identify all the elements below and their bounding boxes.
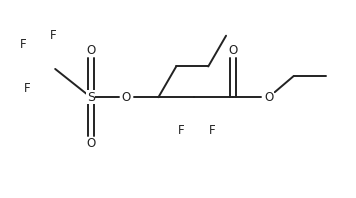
Text: F: F bbox=[23, 82, 30, 95]
Text: F: F bbox=[50, 29, 57, 42]
Text: F: F bbox=[20, 38, 26, 51]
Text: F: F bbox=[178, 124, 185, 137]
Text: F: F bbox=[209, 124, 215, 137]
Text: O: O bbox=[122, 91, 131, 104]
Text: O: O bbox=[86, 44, 95, 57]
Text: O: O bbox=[229, 44, 238, 57]
Text: O: O bbox=[86, 137, 95, 150]
Text: S: S bbox=[87, 91, 95, 104]
Text: O: O bbox=[264, 91, 273, 104]
